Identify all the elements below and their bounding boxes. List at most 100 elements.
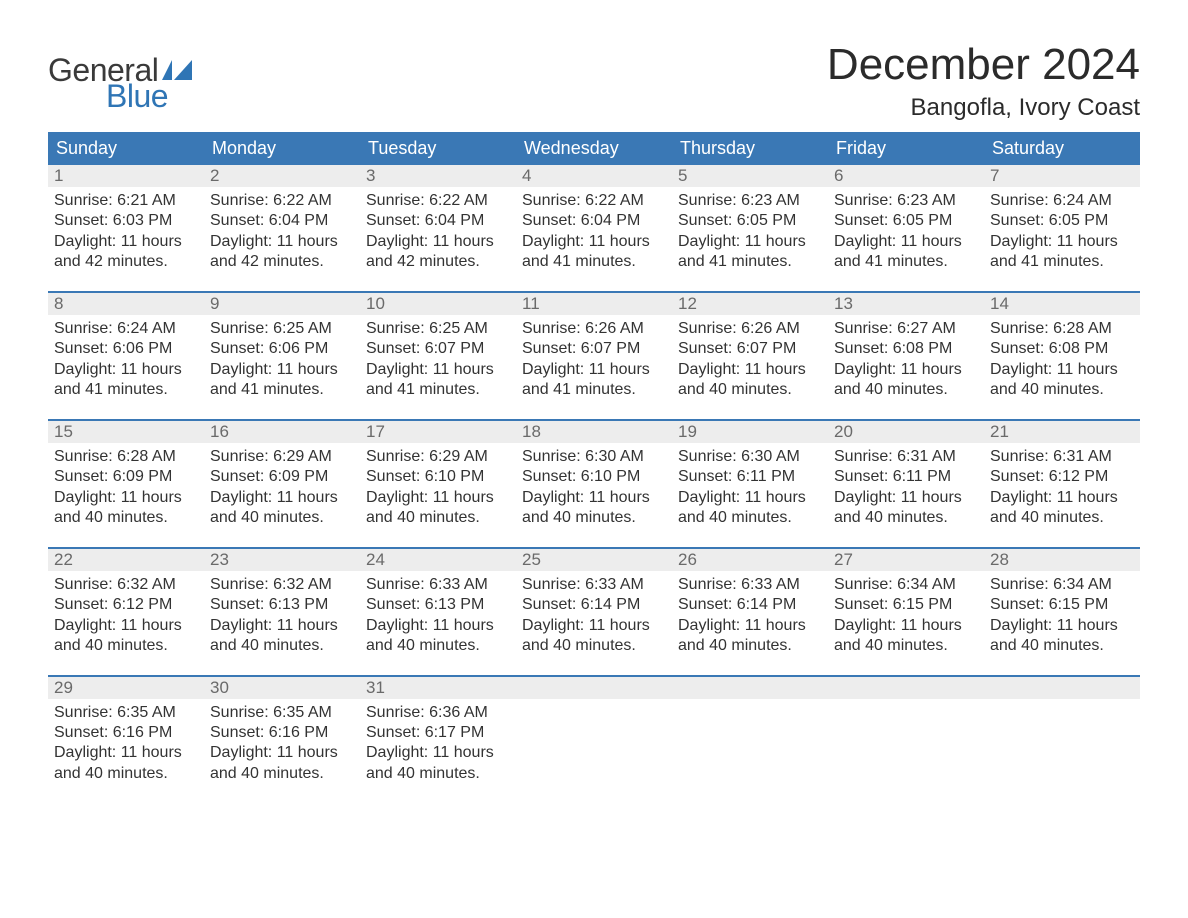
daylight-line: Daylight: 11 hours and 41 minutes. [990,232,1134,273]
day-number: 27 [828,549,984,571]
sunset-line: Sunset: 6:07 PM [678,339,822,359]
day-cell: Sunrise: 6:24 AMSunset: 6:06 PMDaylight:… [48,315,204,401]
sunrise-line: Sunrise: 6:25 AM [366,319,510,339]
sunset-line: Sunset: 6:05 PM [990,211,1134,231]
sunrise-line: Sunrise: 6:22 AM [366,191,510,211]
day-cell: Sunrise: 6:29 AMSunset: 6:10 PMDaylight:… [360,443,516,529]
daylight-line: Daylight: 11 hours and 42 minutes. [366,232,510,273]
sunset-line: Sunset: 6:04 PM [366,211,510,231]
dow-sunday: Sunday [48,132,204,165]
daylight-line: Daylight: 11 hours and 40 minutes. [834,488,978,529]
week-row: 15161718192021Sunrise: 6:28 AMSunset: 6:… [48,419,1140,529]
day-cell [828,699,984,785]
sunrise-line: Sunrise: 6:23 AM [678,191,822,211]
day-cell: Sunrise: 6:35 AMSunset: 6:16 PMDaylight:… [204,699,360,785]
dow-thursday: Thursday [672,132,828,165]
day-number: 30 [204,677,360,699]
sunrise-line: Sunrise: 6:26 AM [678,319,822,339]
day-cell: Sunrise: 6:22 AMSunset: 6:04 PMDaylight:… [204,187,360,273]
dow-tuesday: Tuesday [360,132,516,165]
day-cell: Sunrise: 6:29 AMSunset: 6:09 PMDaylight:… [204,443,360,529]
month-title: December 2024 [827,40,1140,90]
day-number: 9 [204,293,360,315]
day-cell: Sunrise: 6:34 AMSunset: 6:15 PMDaylight:… [828,571,984,657]
sunrise-line: Sunrise: 6:22 AM [522,191,666,211]
day-cell: Sunrise: 6:26 AMSunset: 6:07 PMDaylight:… [672,315,828,401]
sunset-line: Sunset: 6:11 PM [678,467,822,487]
sunset-line: Sunset: 6:10 PM [522,467,666,487]
title-block: December 2024 Bangofla, Ivory Coast [827,40,1140,122]
sunrise-line: Sunrise: 6:35 AM [210,703,354,723]
sunrise-line: Sunrise: 6:35 AM [54,703,198,723]
daylight-line: Daylight: 11 hours and 40 minutes. [678,616,822,657]
daylight-line: Daylight: 11 hours and 40 minutes. [834,616,978,657]
day-cell: Sunrise: 6:21 AMSunset: 6:03 PMDaylight:… [48,187,204,273]
daylight-line: Daylight: 11 hours and 40 minutes. [54,616,198,657]
week-row: 22232425262728Sunrise: 6:32 AMSunset: 6:… [48,547,1140,657]
sunset-line: Sunset: 6:12 PM [54,595,198,615]
sunset-line: Sunset: 6:06 PM [54,339,198,359]
day-number: 29 [48,677,204,699]
sunrise-line: Sunrise: 6:32 AM [210,575,354,595]
daylight-line: Daylight: 11 hours and 40 minutes. [54,488,198,529]
daylight-line: Daylight: 11 hours and 41 minutes. [834,232,978,273]
sunrise-line: Sunrise: 6:34 AM [834,575,978,595]
sunrise-line: Sunrise: 6:29 AM [210,447,354,467]
day-number: 19 [672,421,828,443]
sunrise-line: Sunrise: 6:28 AM [990,319,1134,339]
sunset-line: Sunset: 6:11 PM [834,467,978,487]
day-number: 26 [672,549,828,571]
sunset-line: Sunset: 6:17 PM [366,723,510,743]
day-cell [516,699,672,785]
daylight-line: Daylight: 11 hours and 41 minutes. [522,360,666,401]
daylight-line: Daylight: 11 hours and 40 minutes. [522,488,666,529]
sunset-line: Sunset: 6:14 PM [522,595,666,615]
sunset-line: Sunset: 6:04 PM [522,211,666,231]
daylight-line: Daylight: 11 hours and 41 minutes. [366,360,510,401]
day-number: 31 [360,677,516,699]
day-cell: Sunrise: 6:27 AMSunset: 6:08 PMDaylight:… [828,315,984,401]
sunset-line: Sunset: 6:08 PM [834,339,978,359]
daylight-line: Daylight: 11 hours and 42 minutes. [54,232,198,273]
sunrise-line: Sunrise: 6:31 AM [990,447,1134,467]
day-number: 22 [48,549,204,571]
day-cell: Sunrise: 6:34 AMSunset: 6:15 PMDaylight:… [984,571,1140,657]
day-cell: Sunrise: 6:24 AMSunset: 6:05 PMDaylight:… [984,187,1140,273]
day-number [984,677,1140,699]
daylight-line: Daylight: 11 hours and 40 minutes. [210,616,354,657]
sunrise-line: Sunrise: 6:21 AM [54,191,198,211]
day-number: 3 [360,165,516,187]
day-number [672,677,828,699]
sunset-line: Sunset: 6:09 PM [54,467,198,487]
daylight-line: Daylight: 11 hours and 40 minutes. [990,616,1134,657]
sunset-line: Sunset: 6:15 PM [834,595,978,615]
day-number: 12 [672,293,828,315]
daylight-line: Daylight: 11 hours and 41 minutes. [210,360,354,401]
sunrise-line: Sunrise: 6:24 AM [54,319,198,339]
day-cell [984,699,1140,785]
day-cell: Sunrise: 6:30 AMSunset: 6:10 PMDaylight:… [516,443,672,529]
sunrise-line: Sunrise: 6:25 AM [210,319,354,339]
daylight-line: Daylight: 11 hours and 40 minutes. [990,360,1134,401]
day-number: 1 [48,165,204,187]
sunrise-line: Sunrise: 6:22 AM [210,191,354,211]
sunrise-line: Sunrise: 6:31 AM [834,447,978,467]
day-cell: Sunrise: 6:30 AMSunset: 6:11 PMDaylight:… [672,443,828,529]
sunrise-line: Sunrise: 6:28 AM [54,447,198,467]
daylight-line: Daylight: 11 hours and 40 minutes. [834,360,978,401]
sunset-line: Sunset: 6:12 PM [990,467,1134,487]
week-row: 1234567Sunrise: 6:21 AMSunset: 6:03 PMDa… [48,165,1140,273]
day-cell: Sunrise: 6:26 AMSunset: 6:07 PMDaylight:… [516,315,672,401]
sunset-line: Sunset: 6:03 PM [54,211,198,231]
calendar: SundayMondayTuesdayWednesdayThursdayFrid… [48,132,1140,784]
sunset-line: Sunset: 6:10 PM [366,467,510,487]
daylight-line: Daylight: 11 hours and 41 minutes. [678,232,822,273]
days-of-week-header: SundayMondayTuesdayWednesdayThursdayFrid… [48,132,1140,165]
sunset-line: Sunset: 6:16 PM [54,723,198,743]
sunrise-line: Sunrise: 6:27 AM [834,319,978,339]
day-cell: Sunrise: 6:22 AMSunset: 6:04 PMDaylight:… [516,187,672,273]
day-number: 2 [204,165,360,187]
sunrise-line: Sunrise: 6:29 AM [366,447,510,467]
day-number: 8 [48,293,204,315]
sunrise-line: Sunrise: 6:32 AM [54,575,198,595]
